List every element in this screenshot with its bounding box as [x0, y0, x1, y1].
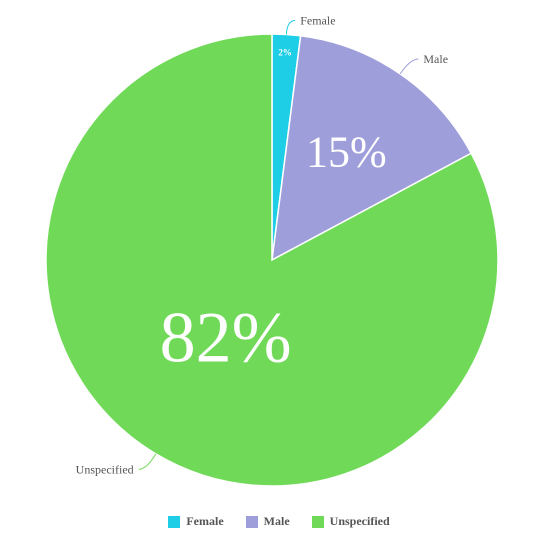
slice-name-female: Female: [300, 13, 335, 27]
slice-name-male: Male: [423, 52, 448, 66]
leader-line-female: [285, 19, 296, 35]
legend-item-male[interactable]: Male: [245, 514, 290, 529]
leader-line-unspecified: [138, 453, 157, 470]
legend-label-unspecified: Unspecified: [329, 514, 390, 528]
slice-name-unspecified: Unspecified: [76, 462, 134, 476]
legend-label-female: Female: [186, 514, 224, 528]
pie-slice-male[interactable]: [271, 34, 473, 262]
legend-swatch-unspecified: [311, 515, 324, 528]
data-label-unspecified: 82%: [160, 298, 292, 378]
legend-swatch-male: [245, 515, 258, 528]
leader-line-male: [399, 58, 419, 75]
data-label-female: 2%: [278, 47, 292, 57]
legend-swatch-female: [168, 515, 181, 528]
pie-chart-svg: 2% Female 15% Male 82% Unspecified: [45, 13, 499, 487]
chart-legend: Female Male Unspecified: [0, 514, 558, 529]
legend-label-male: Male: [263, 514, 290, 528]
legend-item-unspecified[interactable]: Unspecified: [311, 514, 390, 529]
data-label-male: 15%: [306, 128, 387, 177]
legend-item-female[interactable]: Female: [168, 514, 224, 529]
